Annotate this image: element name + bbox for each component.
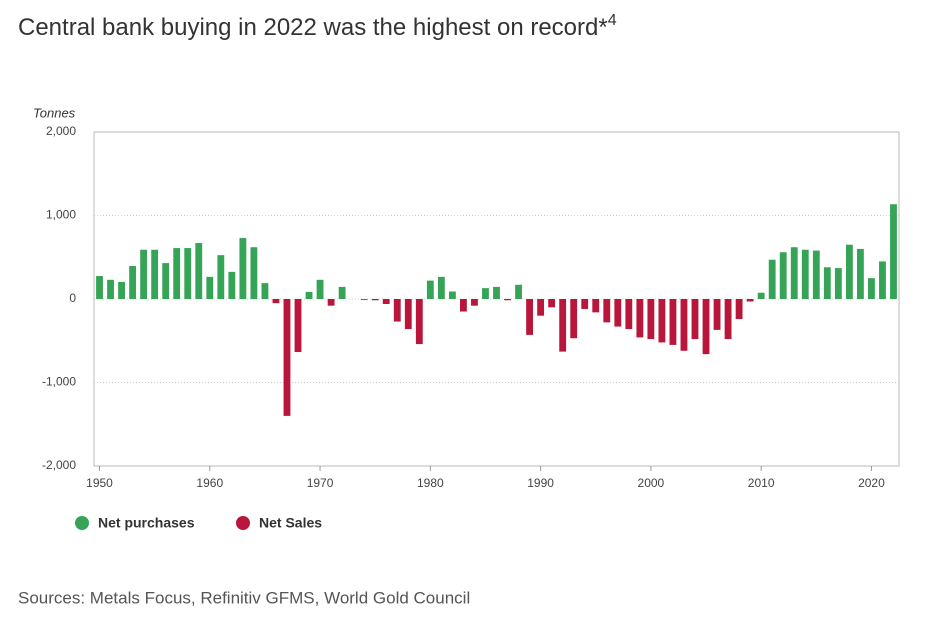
x-tick-label: 1980 bbox=[417, 476, 444, 490]
bar bbox=[382, 299, 390, 305]
bar bbox=[669, 299, 677, 345]
x-tick-label: 2020 bbox=[858, 476, 885, 490]
source: Sources: Metals Focus, Refinitiv GFMS, W… bbox=[18, 588, 470, 607]
bar bbox=[658, 299, 666, 343]
bar bbox=[746, 299, 754, 302]
chart-title: Central bank buying in 2022 was the high… bbox=[18, 12, 617, 41]
bar bbox=[228, 271, 236, 299]
bar bbox=[790, 247, 798, 299]
bar bbox=[879, 261, 886, 299]
bar bbox=[459, 299, 467, 312]
bar bbox=[702, 299, 710, 355]
bar bbox=[283, 299, 291, 416]
bar bbox=[724, 299, 732, 340]
y-tick-label: 2,000 bbox=[46, 124, 76, 138]
bar bbox=[371, 299, 379, 301]
bar bbox=[614, 299, 622, 327]
bar bbox=[437, 276, 445, 299]
bar bbox=[526, 299, 534, 335]
bar bbox=[217, 255, 225, 299]
plot-frame bbox=[93, 131, 900, 467]
bar bbox=[768, 259, 776, 299]
bar bbox=[592, 299, 600, 313]
x-tick-label: 1970 bbox=[307, 476, 334, 490]
x-tick-label: 1990 bbox=[527, 476, 554, 490]
bar bbox=[471, 299, 478, 306]
legend-label: Net Sales bbox=[259, 515, 322, 531]
bar bbox=[261, 283, 269, 299]
y-tick-label: -1,000 bbox=[42, 375, 76, 389]
x-tick-label: 2000 bbox=[638, 476, 665, 490]
y-tick-label: 1,000 bbox=[46, 208, 76, 222]
bar bbox=[305, 291, 313, 299]
bar bbox=[140, 249, 148, 299]
bar bbox=[801, 249, 809, 299]
bar bbox=[680, 299, 688, 351]
bar bbox=[570, 299, 578, 339]
bar bbox=[415, 299, 423, 345]
bar bbox=[636, 299, 644, 338]
bar bbox=[195, 243, 203, 299]
bar bbox=[493, 286, 500, 299]
bar bbox=[316, 279, 324, 299]
bar bbox=[404, 299, 412, 330]
x-tick-label: 2010 bbox=[748, 476, 775, 490]
bar bbox=[482, 288, 489, 299]
bar bbox=[581, 299, 589, 310]
bar bbox=[515, 284, 522, 299]
title-text: Central bank buying in 2022 was the high… bbox=[18, 14, 608, 41]
bar bbox=[603, 299, 611, 323]
bar bbox=[559, 299, 567, 352]
bar bbox=[856, 248, 864, 299]
bar bbox=[239, 238, 247, 299]
bar bbox=[173, 248, 181, 299]
bar bbox=[272, 299, 280, 304]
bar bbox=[327, 299, 335, 306]
bar bbox=[129, 266, 137, 299]
y-tick-label: -2,000 bbox=[42, 458, 76, 472]
bar bbox=[184, 248, 192, 299]
bar bbox=[548, 299, 556, 308]
bar bbox=[96, 276, 103, 299]
title-superscript: 4 bbox=[608, 12, 617, 29]
bar bbox=[151, 249, 159, 299]
legend-label: Net purchases bbox=[98, 515, 195, 531]
bar bbox=[757, 292, 765, 299]
bar bbox=[713, 299, 721, 330]
bar bbox=[393, 299, 401, 322]
legend-marker bbox=[75, 516, 89, 530]
bar bbox=[834, 268, 842, 299]
bar bbox=[868, 278, 875, 299]
x-tick-label: 1950 bbox=[86, 476, 113, 490]
bar bbox=[812, 250, 820, 299]
bar bbox=[735, 299, 743, 320]
bar bbox=[294, 299, 302, 353]
bar bbox=[162, 263, 170, 299]
bar bbox=[845, 244, 853, 299]
bar bbox=[504, 299, 511, 301]
bar bbox=[823, 267, 831, 299]
bar bbox=[250, 247, 258, 299]
bar bbox=[118, 281, 125, 299]
bar bbox=[625, 299, 633, 330]
bar bbox=[206, 276, 214, 299]
bar bbox=[691, 299, 699, 340]
bar bbox=[890, 204, 897, 299]
bar bbox=[360, 299, 368, 300]
y-axis-label: Tonnes bbox=[33, 105, 76, 120]
bar bbox=[537, 299, 545, 316]
y-tick-label: 0 bbox=[69, 291, 76, 305]
bar bbox=[338, 286, 346, 299]
bar bbox=[426, 280, 434, 299]
bar bbox=[647, 299, 655, 340]
legend-marker bbox=[236, 516, 250, 530]
bar bbox=[448, 291, 456, 299]
bar bbox=[107, 279, 114, 299]
bar bbox=[779, 252, 787, 299]
x-tick-label: 1960 bbox=[196, 476, 223, 490]
